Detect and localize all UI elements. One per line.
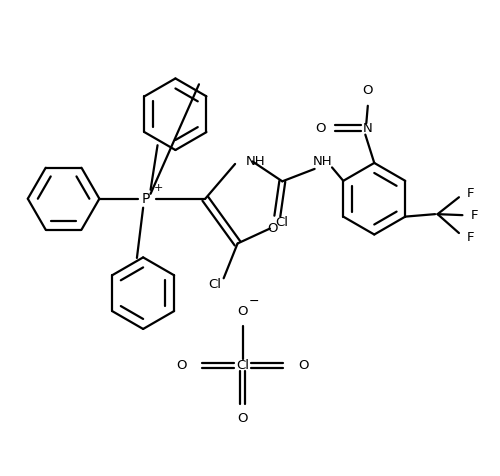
Text: O: O [238,305,248,318]
Text: N: N [363,122,372,135]
Text: O: O [316,122,326,135]
Text: P: P [142,192,150,206]
Text: NH: NH [312,155,332,168]
Text: Cl: Cl [236,359,249,372]
Text: +: + [154,183,162,193]
Text: O: O [298,359,308,372]
Text: F: F [467,187,474,200]
Text: O: O [176,359,187,372]
Text: NH: NH [246,155,266,168]
Text: O: O [362,84,373,98]
Text: F: F [467,230,474,244]
Text: O: O [267,222,278,235]
Text: O: O [238,412,248,426]
Text: Cl: Cl [276,216,288,229]
Text: F: F [470,208,478,222]
Text: −: − [248,295,258,308]
Text: Cl: Cl [208,278,222,291]
